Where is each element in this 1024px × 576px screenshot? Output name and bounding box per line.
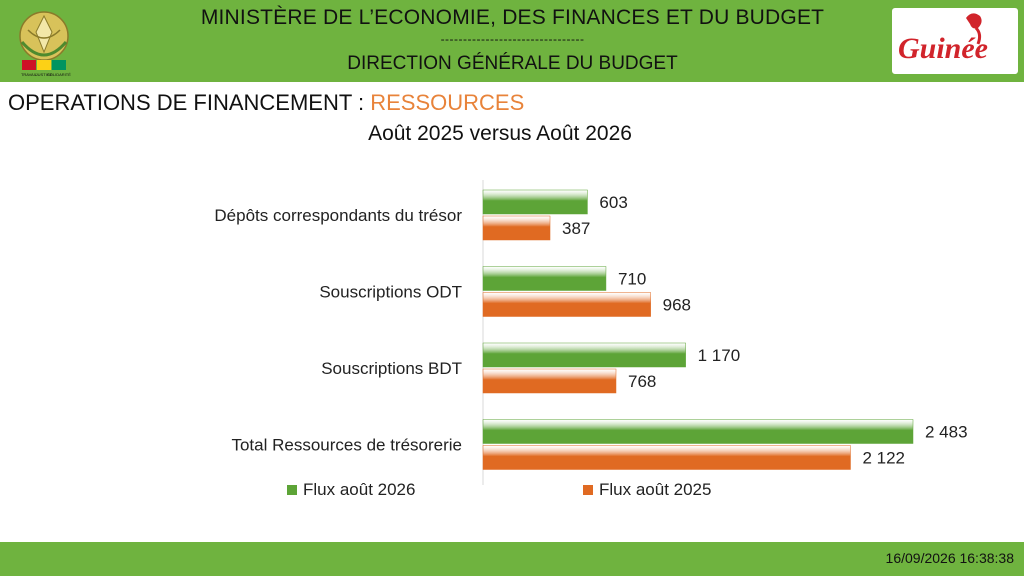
category-label: Souscriptions BDT bbox=[321, 359, 462, 378]
page-title-prefix: OPERATIONS DE FINANCEMENT : bbox=[8, 90, 371, 115]
category-label: Souscriptions ODT bbox=[319, 283, 462, 302]
page-title-highlight: RESSOURCES bbox=[370, 90, 525, 115]
legend-swatch bbox=[583, 485, 593, 495]
bar-aout-2026 bbox=[482, 189, 588, 215]
data-label: 968 bbox=[663, 296, 691, 315]
svg-text:SOLIDARITÉ: SOLIDARITÉ bbox=[47, 72, 71, 77]
data-label: 768 bbox=[628, 372, 656, 391]
direction-title: DIRECTION GÉNÉRALE DU BUDGET bbox=[347, 53, 678, 74]
header-band bbox=[0, 0, 1024, 82]
data-label: 1 170 bbox=[698, 346, 741, 365]
legend-label: Flux août 2025 bbox=[599, 480, 711, 499]
bar-aout-2026 bbox=[482, 266, 607, 291]
data-label: 2 483 bbox=[925, 423, 968, 442]
ministry-title: MINISTÈRE DE L’ECONOMIE, DES FINANCES ET… bbox=[200, 6, 825, 29]
bar-aout-2026 bbox=[482, 419, 914, 444]
guinea-emblem-icon: TRAVAIL JUSTICE SOLIDARITÉ bbox=[19, 11, 71, 77]
resources-bar-chart: Dépôts correspondants du trésor 603 387 Sou… bbox=[214, 180, 968, 499]
category-label: Total Ressources de trésorerie bbox=[231, 436, 462, 455]
data-label: 2 122 bbox=[862, 449, 905, 468]
timestamp: 16/09/2026 16:38:38 bbox=[885, 550, 1014, 566]
svg-text:Guinée: Guinée bbox=[898, 32, 988, 65]
data-label: 710 bbox=[618, 270, 646, 289]
legend-swatch bbox=[287, 485, 297, 495]
footer-band bbox=[0, 542, 1024, 576]
guinee-logo-icon: Guinée bbox=[898, 13, 988, 65]
bar-aout-2025 bbox=[482, 368, 617, 394]
guinee-logo: Guinée bbox=[892, 8, 1018, 74]
legend-label: Flux août 2026 bbox=[303, 480, 415, 499]
bar-aout-2025 bbox=[482, 292, 651, 317]
data-label: 603 bbox=[599, 193, 627, 212]
svg-text:TRAVAIL: TRAVAIL bbox=[21, 72, 38, 77]
page-subtitle: Août 2025 versus Août 2026 bbox=[368, 122, 632, 145]
bar-aout-2025 bbox=[482, 215, 551, 241]
category-label: Dépôts correspondants du trésor bbox=[214, 206, 462, 225]
data-label: 387 bbox=[562, 219, 590, 238]
bar-aout-2026 bbox=[482, 342, 686, 368]
header-separator: -------------------------------- bbox=[440, 32, 585, 46]
svg-text:JUSTICE: JUSTICE bbox=[36, 72, 53, 77]
bar-aout-2025 bbox=[482, 445, 851, 470]
page-title: OPERATIONS DE FINANCEMENT : RESSOURCES bbox=[8, 90, 524, 116]
